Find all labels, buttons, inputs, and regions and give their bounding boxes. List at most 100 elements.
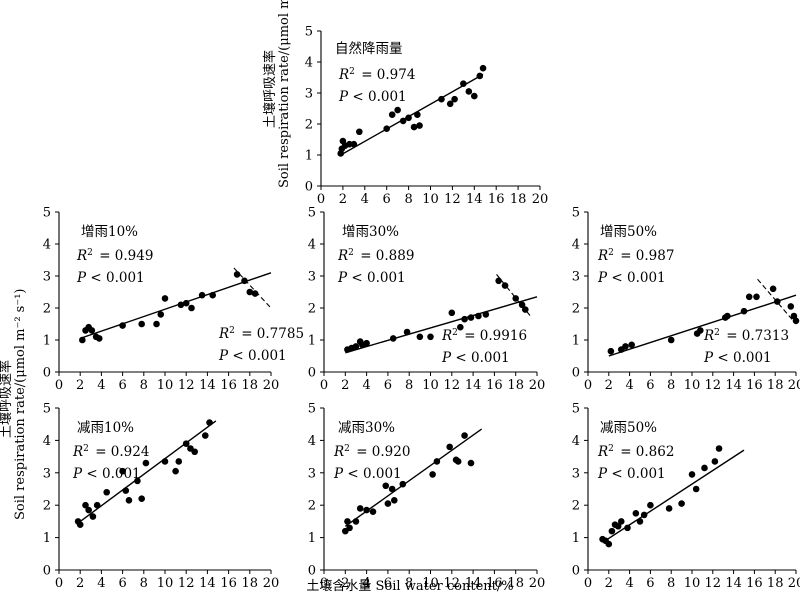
x-tick-label: 20	[263, 576, 280, 591]
y-tick-label: 2	[305, 118, 313, 133]
data-point	[191, 448, 198, 456]
data-point	[241, 277, 248, 285]
data-point	[88, 327, 96, 334]
x-tick-label: 16	[220, 378, 237, 393]
data-point	[773, 298, 781, 305]
x-tick-label: 4	[97, 378, 105, 393]
data-point	[344, 518, 351, 525]
data-point	[446, 100, 454, 108]
x-tick-label: 4	[97, 576, 105, 591]
p-value-label: P < 0.001	[76, 270, 145, 286]
data-point	[745, 293, 753, 301]
ylabel-shared: Soil respiration rate/(μmol m⁻² s⁻¹) 土壤呼…	[0, 289, 28, 521]
data-point	[518, 301, 526, 309]
r-squared-label: R2 = 0.949	[76, 248, 153, 264]
data-point	[632, 510, 640, 517]
data-point	[161, 458, 169, 465]
x-tick-label: 12	[444, 576, 461, 591]
data-point	[363, 506, 370, 514]
data-point	[198, 291, 206, 299]
data-point	[454, 458, 462, 465]
x-tick-label: 8	[404, 192, 412, 207]
y-tick-label: 3	[308, 270, 316, 285]
ylabel-shared-en: Soil respiration rate/(μmol m⁻² s⁻¹)	[13, 289, 28, 521]
data-point	[233, 271, 241, 278]
data-point	[512, 295, 519, 302]
x-tick-label: 8	[405, 378, 413, 393]
x-tick-label: 0	[317, 192, 325, 207]
data-point	[363, 339, 370, 347]
data-point	[399, 117, 407, 125]
panel-title: 增雨30%	[342, 224, 399, 240]
data-point	[93, 501, 101, 509]
r-squared-label: R2 = 0.862	[597, 444, 674, 460]
fit-line	[340, 73, 484, 156]
x-tick-label: 20	[788, 378, 800, 393]
y-tick-label: 5	[308, 402, 316, 417]
data-point	[607, 347, 615, 355]
data-point	[665, 505, 673, 512]
x-tick-label: 2	[605, 378, 613, 393]
y-tick-label: 1	[305, 149, 313, 164]
data-point	[246, 288, 254, 296]
y-tick-label: 3	[572, 466, 580, 481]
panel-dec50: 02468101214161820012345减雨50%R2 = 0.862P …	[572, 402, 800, 592]
x-tick-label: 16	[220, 576, 237, 591]
data-point	[753, 293, 760, 301]
r-squared-label: R2 = 0.889	[337, 248, 414, 264]
y-tick-label: 3	[572, 270, 580, 285]
data-point	[614, 522, 622, 530]
data-point	[605, 540, 613, 548]
data-point	[103, 488, 110, 496]
data-point	[416, 333, 424, 341]
data-point	[161, 295, 169, 302]
p-value-label: P < 0.001	[441, 350, 510, 366]
data-point	[617, 518, 625, 525]
x-tick-label: 14	[199, 378, 216, 393]
y-tick-label: 2	[308, 302, 316, 317]
y-tick-label: 5	[43, 402, 51, 417]
data-point	[647, 501, 654, 509]
x-tick-label: 18	[767, 576, 784, 591]
x-tick-label: 20	[532, 192, 549, 207]
y-tick-label: 4	[572, 434, 580, 449]
data-point	[636, 518, 644, 525]
data-point	[394, 106, 401, 114]
data-point	[451, 95, 458, 103]
x-tick-label: 16	[746, 378, 763, 393]
x-tick-label: 4	[361, 192, 369, 207]
fit-line	[79, 272, 272, 340]
y-tick-label: 5	[572, 402, 580, 417]
data-point	[410, 123, 418, 131]
r-squared-label: R2 = 0.987	[597, 248, 674, 264]
y-tick-label: 0	[305, 180, 313, 195]
data-point	[209, 291, 216, 299]
data-point	[388, 485, 396, 493]
data-point	[608, 527, 616, 535]
data-point	[416, 122, 423, 129]
data-point	[182, 299, 190, 307]
data-point	[715, 445, 723, 452]
data-point	[475, 312, 482, 320]
y-tick-label: 0	[572, 564, 580, 579]
data-point	[405, 114, 412, 122]
y-tick-label: 5	[572, 206, 580, 221]
data-point	[438, 95, 445, 103]
data-point	[701, 464, 708, 472]
x-tick-label: 4	[625, 576, 633, 591]
data-point	[85, 506, 92, 514]
data-point	[471, 92, 478, 100]
x-tick-label: 0	[584, 576, 592, 591]
data-point	[457, 323, 464, 331]
y-tick-label: 2	[572, 302, 580, 317]
panel-title: 增雨10%	[81, 224, 138, 240]
x-tick-label: 12	[705, 576, 722, 591]
data-point	[89, 513, 97, 520]
ylabel-top-cn: 土壤呼吸速率	[262, 50, 278, 128]
p-value-label: P < 0.001	[597, 466, 666, 482]
data-point	[172, 467, 179, 475]
data-point	[384, 500, 392, 507]
panel-title: 自然降雨量	[335, 40, 403, 57]
